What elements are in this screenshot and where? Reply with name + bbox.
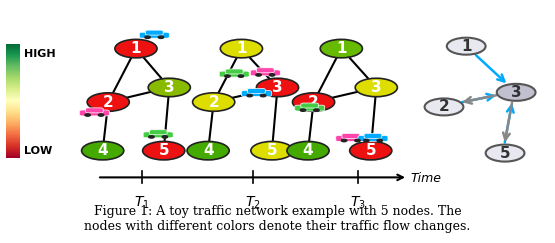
Text: 5: 5 [365,143,376,158]
Circle shape [145,36,150,38]
FancyBboxPatch shape [364,133,382,139]
FancyBboxPatch shape [79,110,109,116]
FancyBboxPatch shape [241,91,271,96]
Circle shape [260,95,266,97]
Text: $T_2$: $T_2$ [245,194,260,211]
Text: 2: 2 [208,95,219,110]
Circle shape [486,145,524,162]
Circle shape [425,98,463,115]
FancyBboxPatch shape [358,136,388,141]
Text: 5: 5 [266,143,278,158]
Text: 3: 3 [272,80,283,95]
Text: LOW: LOW [24,146,52,156]
Circle shape [287,141,329,160]
Circle shape [447,38,486,55]
Text: HIGH: HIGH [24,49,56,59]
Circle shape [292,93,335,111]
FancyBboxPatch shape [256,68,274,73]
Circle shape [220,39,263,58]
Circle shape [314,109,319,111]
FancyBboxPatch shape [225,69,243,74]
Circle shape [355,78,397,97]
FancyBboxPatch shape [219,71,249,77]
Text: Time: Time [411,172,442,185]
Circle shape [115,39,157,58]
Circle shape [187,141,229,160]
Text: 2: 2 [438,99,450,114]
FancyBboxPatch shape [342,133,360,139]
FancyBboxPatch shape [301,103,319,108]
FancyBboxPatch shape [149,130,167,135]
Circle shape [85,114,90,116]
Text: 2: 2 [103,95,114,110]
Text: 5: 5 [500,146,511,161]
Text: 4: 4 [97,143,108,158]
Text: 1: 1 [461,39,471,54]
Circle shape [98,114,104,116]
Text: $T_1$: $T_1$ [134,194,149,211]
Circle shape [364,139,369,142]
FancyBboxPatch shape [139,32,169,38]
Text: 3: 3 [371,80,382,95]
Circle shape [256,74,261,76]
Circle shape [149,136,154,138]
Circle shape [82,141,124,160]
Circle shape [497,84,536,101]
Circle shape [158,36,164,38]
Circle shape [193,93,235,111]
Circle shape [247,95,253,97]
Circle shape [341,139,347,142]
Text: 3: 3 [511,85,522,100]
Text: Figure 1: A toy traffic network example with 5 nodes. The
nodes with different c: Figure 1: A toy traffic network example … [84,205,471,233]
FancyBboxPatch shape [250,70,280,76]
Text: 2: 2 [308,95,319,110]
Circle shape [162,136,168,138]
FancyBboxPatch shape [336,136,366,141]
Circle shape [377,139,382,142]
FancyBboxPatch shape [143,132,173,138]
Circle shape [87,93,129,111]
Text: $T_3$: $T_3$ [350,194,366,211]
FancyBboxPatch shape [85,108,103,113]
Circle shape [225,75,230,77]
Circle shape [238,75,244,77]
Circle shape [143,141,185,160]
Circle shape [320,39,362,58]
Circle shape [256,78,299,97]
Text: 3: 3 [164,80,175,95]
Text: 5: 5 [158,143,169,158]
FancyBboxPatch shape [295,105,325,111]
Text: 1: 1 [236,41,246,56]
Circle shape [300,109,306,111]
FancyBboxPatch shape [145,30,163,35]
Text: 4: 4 [302,143,314,158]
Circle shape [269,74,275,76]
Text: 4: 4 [203,143,214,158]
Circle shape [148,78,190,97]
FancyBboxPatch shape [248,88,265,94]
Text: 1: 1 [336,41,346,56]
Circle shape [251,141,293,160]
Circle shape [355,139,360,142]
Circle shape [350,141,392,160]
Text: 1: 1 [131,41,141,56]
